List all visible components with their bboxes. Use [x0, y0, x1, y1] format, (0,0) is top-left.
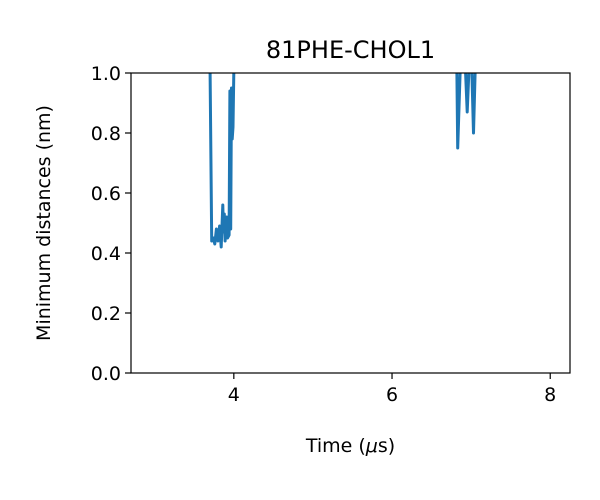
x-tick-label: 6: [386, 384, 398, 406]
x-axis: 4 6 8: [228, 373, 556, 406]
x-axis-label-prefix: Time (: [305, 435, 366, 457]
y-tick-label: 0.8: [91, 123, 121, 145]
series-line: [208, 73, 236, 249]
y-tick-label: 0.4: [91, 243, 121, 265]
x-tick-label: 8: [544, 384, 556, 406]
series-line: [464, 73, 471, 114]
y-axis-label: Minimum distances (nm): [33, 105, 55, 341]
x-axis-label-unit-symbol: μ: [365, 435, 378, 457]
series-line: [470, 73, 477, 135]
y-tick-label: 1.0: [91, 63, 121, 85]
x-axis-label-suffix: s): [378, 435, 395, 457]
y-tick-label: 0.0: [91, 363, 121, 385]
y-axis: 0.0 0.2 0.4 0.6 0.8 1.0: [91, 63, 131, 385]
x-tick-label: 4: [228, 384, 240, 406]
series-layer: [208, 73, 477, 249]
y-tick-label: 0.2: [91, 303, 121, 325]
series-line: [455, 73, 462, 150]
x-axis-label: Time (μs): [305, 435, 395, 457]
plot-frame: [130, 72, 571, 374]
chart-title: 81PHE-CHOL1: [266, 36, 435, 64]
y-tick-label: 0.6: [91, 183, 121, 205]
